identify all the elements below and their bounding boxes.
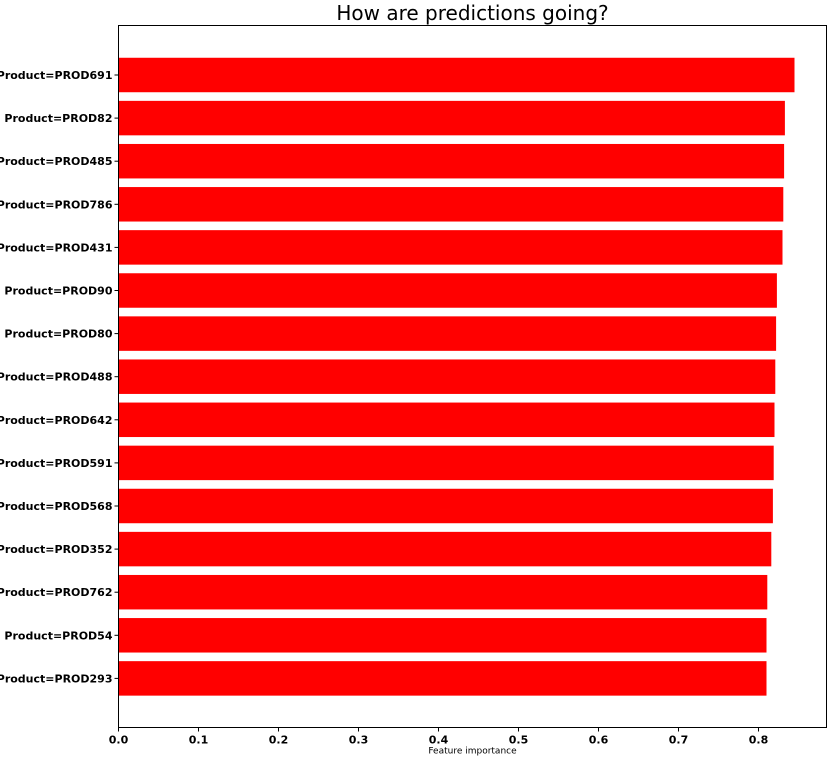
- bar: [118, 574, 768, 610]
- x-tick-label: 0.3: [349, 734, 369, 747]
- y-tick-label: Product=PROD54: [4, 629, 112, 642]
- bar: [118, 273, 777, 308]
- x-tick-label: 0.7: [669, 734, 689, 747]
- bar: [118, 488, 773, 524]
- y-tick-label: Product=PROD485: [0, 155, 113, 168]
- y-tick-label: Product=PROD591: [0, 457, 113, 470]
- bar: [118, 230, 783, 265]
- y-tick-label: Product=PROD80: [4, 328, 112, 341]
- y-tick-label: Product=PROD82: [4, 112, 112, 125]
- x-tick-label: 0.1: [189, 734, 209, 747]
- x-tick-label: 0.2: [269, 734, 289, 747]
- bar: [118, 445, 774, 481]
- y-tick-label: Product=PROD786: [0, 198, 113, 211]
- y-tick-label: Product=PROD762: [0, 586, 113, 599]
- y-tick-label: Product=PROD431: [0, 241, 113, 254]
- bar: [118, 402, 775, 438]
- y-tick-label: Product=PROD691: [0, 69, 113, 82]
- y-tick-label: Product=PROD568: [0, 500, 113, 513]
- bar: [118, 661, 767, 696]
- bar: [118, 316, 777, 351]
- y-tick-label: Product=PROD293: [0, 672, 113, 685]
- y-axis-ticks: Product=PROD691 Product=PROD82 Product=PRO…: [0, 69, 119, 685]
- plot-frame: [118, 25, 827, 728]
- y-tick-label: Product=PROD488: [0, 371, 113, 384]
- x-tick-label: 0.8: [749, 734, 769, 747]
- y-tick-label: Product=PROD90: [4, 285, 112, 298]
- x-axis-ticks: 0.0 0.1 0.2 0.3 0.4 0.5 0.6 0.7 0.8: [109, 727, 769, 747]
- y-tick-label: Product=PROD642: [0, 414, 113, 427]
- bar: [118, 359, 776, 394]
- bar: [118, 57, 795, 93]
- bar: [118, 187, 784, 222]
- x-tick-label: 0.6: [589, 734, 609, 747]
- x-tick-label: 0.5: [509, 734, 529, 747]
- x-tick-label: 0.4: [429, 734, 449, 747]
- bar: [118, 618, 767, 653]
- bars-layer: [118, 57, 795, 696]
- y-tick-label: Product=PROD352: [0, 543, 113, 556]
- bar: [118, 531, 772, 567]
- x-axis-label: Feature importance: [428, 747, 517, 757]
- bar: [118, 143, 785, 179]
- bar: [118, 100, 785, 136]
- chart-title: How are predictions going?: [336, 1, 608, 25]
- x-tick-label: 0.0: [109, 734, 129, 747]
